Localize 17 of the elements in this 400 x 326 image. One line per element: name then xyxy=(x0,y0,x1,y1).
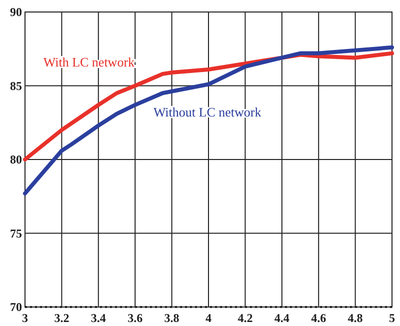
x-tick-label: 4.6 xyxy=(311,311,326,325)
y-tick-label: 70 xyxy=(10,300,22,314)
y-tick-label: 75 xyxy=(10,226,22,240)
x-tick-label: 5 xyxy=(389,311,395,325)
x-tick-label: 4.4 xyxy=(274,311,290,325)
y-tick-label: 90 xyxy=(10,5,22,20)
x-tick-label: 4 xyxy=(206,311,212,325)
x-tick-label: 3 xyxy=(22,311,28,325)
x-tick-label: 3.2 xyxy=(54,311,70,325)
x-tick-label: 3.6 xyxy=(128,311,143,325)
x-tick-label: 4.2 xyxy=(238,311,253,325)
x-tick-label: 3.4 xyxy=(90,311,106,325)
y-tick-label: 85 xyxy=(10,78,22,93)
x-tick-label: 4.8 xyxy=(348,311,363,325)
y-tick-label: 80 xyxy=(10,152,22,167)
line-series xyxy=(23,45,394,196)
x-tick-label: 3.8 xyxy=(164,311,180,325)
